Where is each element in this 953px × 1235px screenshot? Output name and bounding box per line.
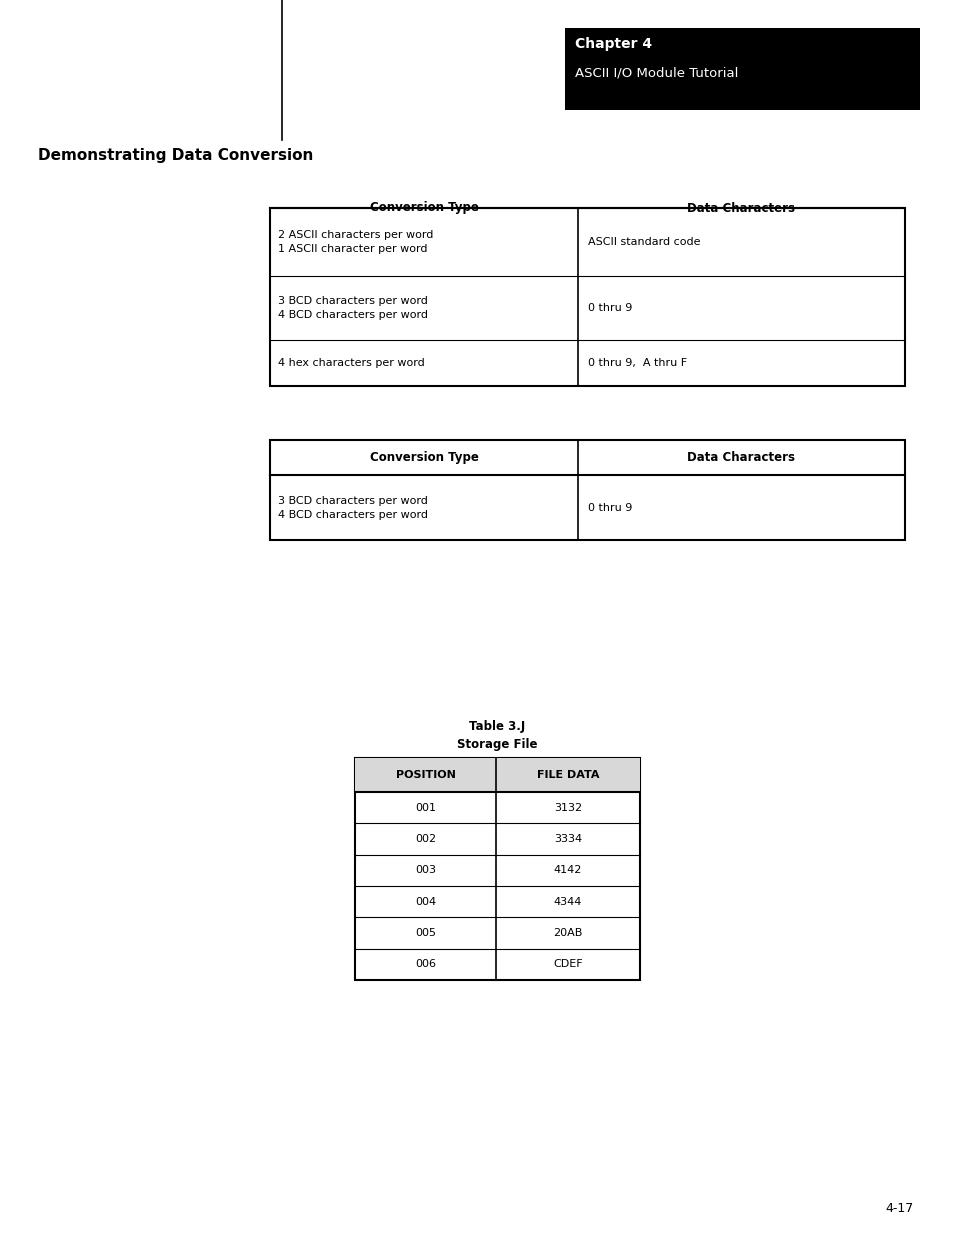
Text: 3334: 3334 [554,834,581,844]
Text: 2 ASCII characters per word
1 ASCII character per word: 2 ASCII characters per word 1 ASCII char… [277,230,433,254]
Text: Demonstrating Data Conversion: Demonstrating Data Conversion [38,148,313,163]
Text: Data Characters: Data Characters [687,201,795,215]
Text: 3132: 3132 [554,803,581,813]
Text: 0 thru 9: 0 thru 9 [587,303,631,312]
Bar [564,28,919,110]
Text: 004: 004 [415,897,436,906]
Text: CDEF: CDEF [553,960,582,969]
Text: 4 hex characters per word: 4 hex characters per word [277,358,424,368]
Text: 005: 005 [415,927,436,939]
Text: POSITION: POSITION [395,769,455,781]
Text: 001: 001 [415,803,436,813]
Text: 0 thru 9: 0 thru 9 [587,503,631,513]
Text: 20AB: 20AB [553,927,582,939]
Text: Conversion Type: Conversion Type [369,451,477,464]
Text: 0 thru 9,  A thru F: 0 thru 9, A thru F [587,358,686,368]
Bar [270,440,904,540]
Text: Conversion Type: Conversion Type [369,201,477,215]
Bar [270,207,904,387]
Text: ASCII standard code: ASCII standard code [587,237,700,247]
Bar [355,758,639,981]
Text: 4142: 4142 [554,866,581,876]
Text: Storage File: Storage File [456,739,537,751]
Text: Data Characters: Data Characters [687,451,795,464]
Text: 4344: 4344 [554,897,581,906]
Text: 3 BCD characters per word
4 BCD characters per word: 3 BCD characters per word 4 BCD characte… [277,296,427,320]
Text: 3 BCD characters per word
4 BCD characters per word: 3 BCD characters per word 4 BCD characte… [277,495,427,520]
Bar [355,758,639,792]
Text: Chapter 4: Chapter 4 [574,37,651,51]
Text: FILE DATA: FILE DATA [537,769,598,781]
Text: 4-17: 4-17 [885,1202,913,1214]
Text: 003: 003 [415,866,436,876]
Text: Table 3.J: Table 3.J [469,720,525,734]
Text: 002: 002 [415,834,436,844]
Text: ASCII I/O Module Tutorial: ASCII I/O Module Tutorial [574,67,737,79]
Text: 006: 006 [415,960,436,969]
